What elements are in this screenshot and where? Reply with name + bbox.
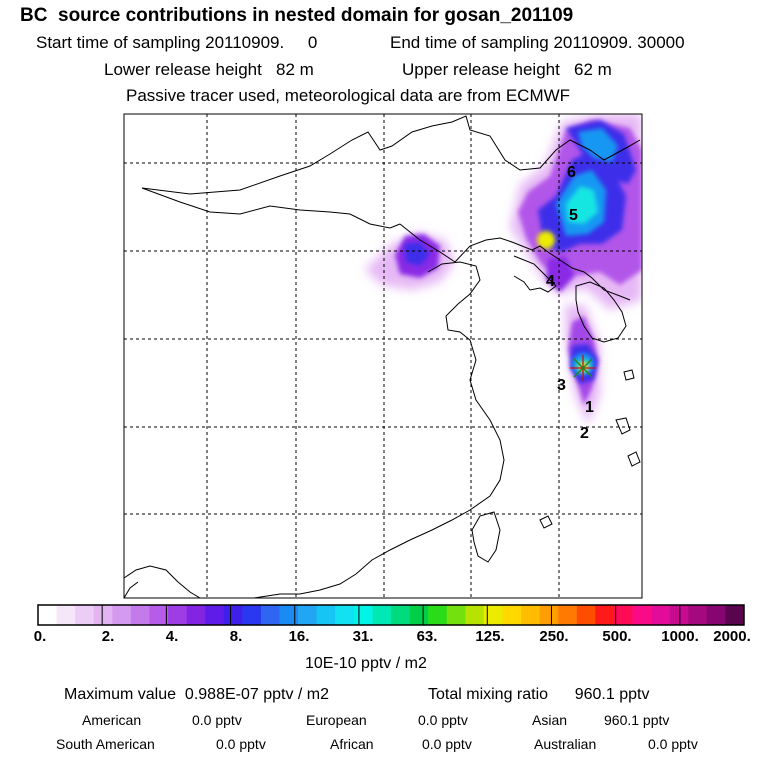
colorbar-unit-label: 10E-10 pptv / m2 — [305, 655, 427, 672]
colorbar-tick: 31. — [352, 628, 374, 645]
total-mixing-ratio-text: Total mixing ratio 960.1 pptv — [428, 686, 650, 703]
colorbar-segment — [465, 605, 485, 625]
colorbar-segment — [279, 605, 299, 625]
colorbar-segment — [372, 605, 392, 625]
color-scale-bar — [37, 604, 745, 626]
colorbar-segment — [298, 605, 317, 625]
colorbar-tick: 250. — [539, 628, 569, 645]
colorbar-tick: 63. — [416, 628, 438, 645]
region-name-asian: Asian — [532, 712, 568, 728]
colorbar-tick: 125. — [475, 628, 505, 645]
colorbar-segment — [391, 605, 410, 625]
region-value-australian: 0.0 pptv — [648, 736, 698, 752]
colorbar-segment — [38, 605, 57, 625]
colorbar-segment — [576, 605, 596, 625]
trajectory-label-6: 6 — [567, 164, 576, 181]
colorbar-segment — [353, 605, 373, 625]
colorbar-segment — [223, 605, 243, 625]
colorbar-segment — [168, 605, 187, 625]
region-name-european: European — [306, 712, 367, 728]
tracer-info-text: Passive tracer used, meteorological data… — [126, 86, 571, 105]
coastline-outlines — [124, 115, 641, 598]
colorbar-segment — [93, 605, 113, 625]
start-time-text: Start time of sampling 20110909. 0 — [36, 33, 318, 52]
region-value-south-american: 0.0 pptv — [216, 736, 266, 752]
colorbar-segment — [651, 605, 670, 625]
lat-lon-gridlines — [124, 114, 642, 598]
max-value-text: Maximum value 0.988E-07 pptv / m2 — [64, 686, 330, 703]
colorbar-segment — [521, 605, 540, 625]
colorbar-segment — [428, 605, 448, 625]
colorbar-segment — [558, 605, 578, 625]
colorbar-segment — [75, 605, 95, 625]
trajectory-labels: 1 2 3 4 5 6 — [546, 164, 594, 442]
colorbar-tick: 4. — [165, 628, 179, 645]
region-value-american: 0.0 pptv — [192, 712, 242, 728]
colorbar-segment — [186, 605, 206, 625]
map-frame — [123, 113, 643, 599]
colorbar-segment — [242, 605, 262, 625]
colorbar-segment — [669, 605, 689, 625]
colorbar-segment — [595, 605, 615, 625]
region-name-american: American — [82, 712, 142, 728]
colorbar-frame — [37, 604, 745, 626]
colorbar-tick: 2000. — [713, 628, 751, 645]
trajectory-label-2: 2 — [580, 425, 589, 442]
trajectory-label-5: 5 — [569, 207, 578, 224]
colorbar-tick: 8. — [229, 628, 243, 645]
colorbar-segment — [149, 605, 169, 625]
colorbar-segment — [130, 605, 150, 625]
colorbar-segment — [335, 605, 355, 625]
trajectory-label-4: 4 — [546, 273, 555, 290]
colorbar-segment — [409, 605, 429, 625]
colorbar-segment — [483, 605, 503, 625]
concentration-plume — [365, 114, 642, 425]
end-time-text: End time of sampling 20110909. 30000 — [390, 33, 685, 52]
colorbar-segment — [446, 605, 466, 625]
receptor-star-icon — [570, 355, 596, 381]
trajectory-label-3: 3 — [557, 377, 566, 394]
colorbar-segment — [539, 605, 559, 625]
region-value-asian: 960.1 pptv — [604, 712, 670, 728]
page-title: BC source contributions in nested domain… — [20, 5, 574, 26]
colorbar-segment — [205, 605, 225, 625]
colorbar-tick: 16. — [288, 628, 310, 645]
colorbar-tick: 500. — [602, 628, 632, 645]
colorbar-segment — [706, 605, 726, 625]
region-name-australian: Australian — [534, 736, 597, 752]
colorbar-segment — [112, 605, 132, 625]
colorbar-segment — [260, 605, 280, 625]
region-value-european: 0.0 pptv — [418, 712, 468, 728]
colorbar-segment — [688, 605, 708, 625]
region-value-african: 0.0 pptv — [422, 736, 472, 752]
colorbar-segment — [316, 605, 336, 625]
colorbar-segment — [56, 605, 76, 625]
region-name-african: African — [330, 736, 374, 752]
colorbar-tick: 1000. — [661, 628, 699, 645]
upper-release-text: Upper release height 62 m — [402, 60, 612, 79]
trajectory-label-1: 1 — [585, 399, 594, 416]
region-name-south-american: South American — [56, 736, 155, 752]
colorbar-segment — [502, 605, 522, 625]
lower-release-text: Lower release height 82 m — [104, 60, 314, 79]
colorbar-segment — [632, 605, 652, 625]
colorbar-segment — [725, 605, 745, 625]
colorbar-tick: 2. — [101, 628, 115, 645]
colorbar-segment — [613, 605, 633, 625]
colorbar-tick: 0. — [33, 628, 47, 645]
